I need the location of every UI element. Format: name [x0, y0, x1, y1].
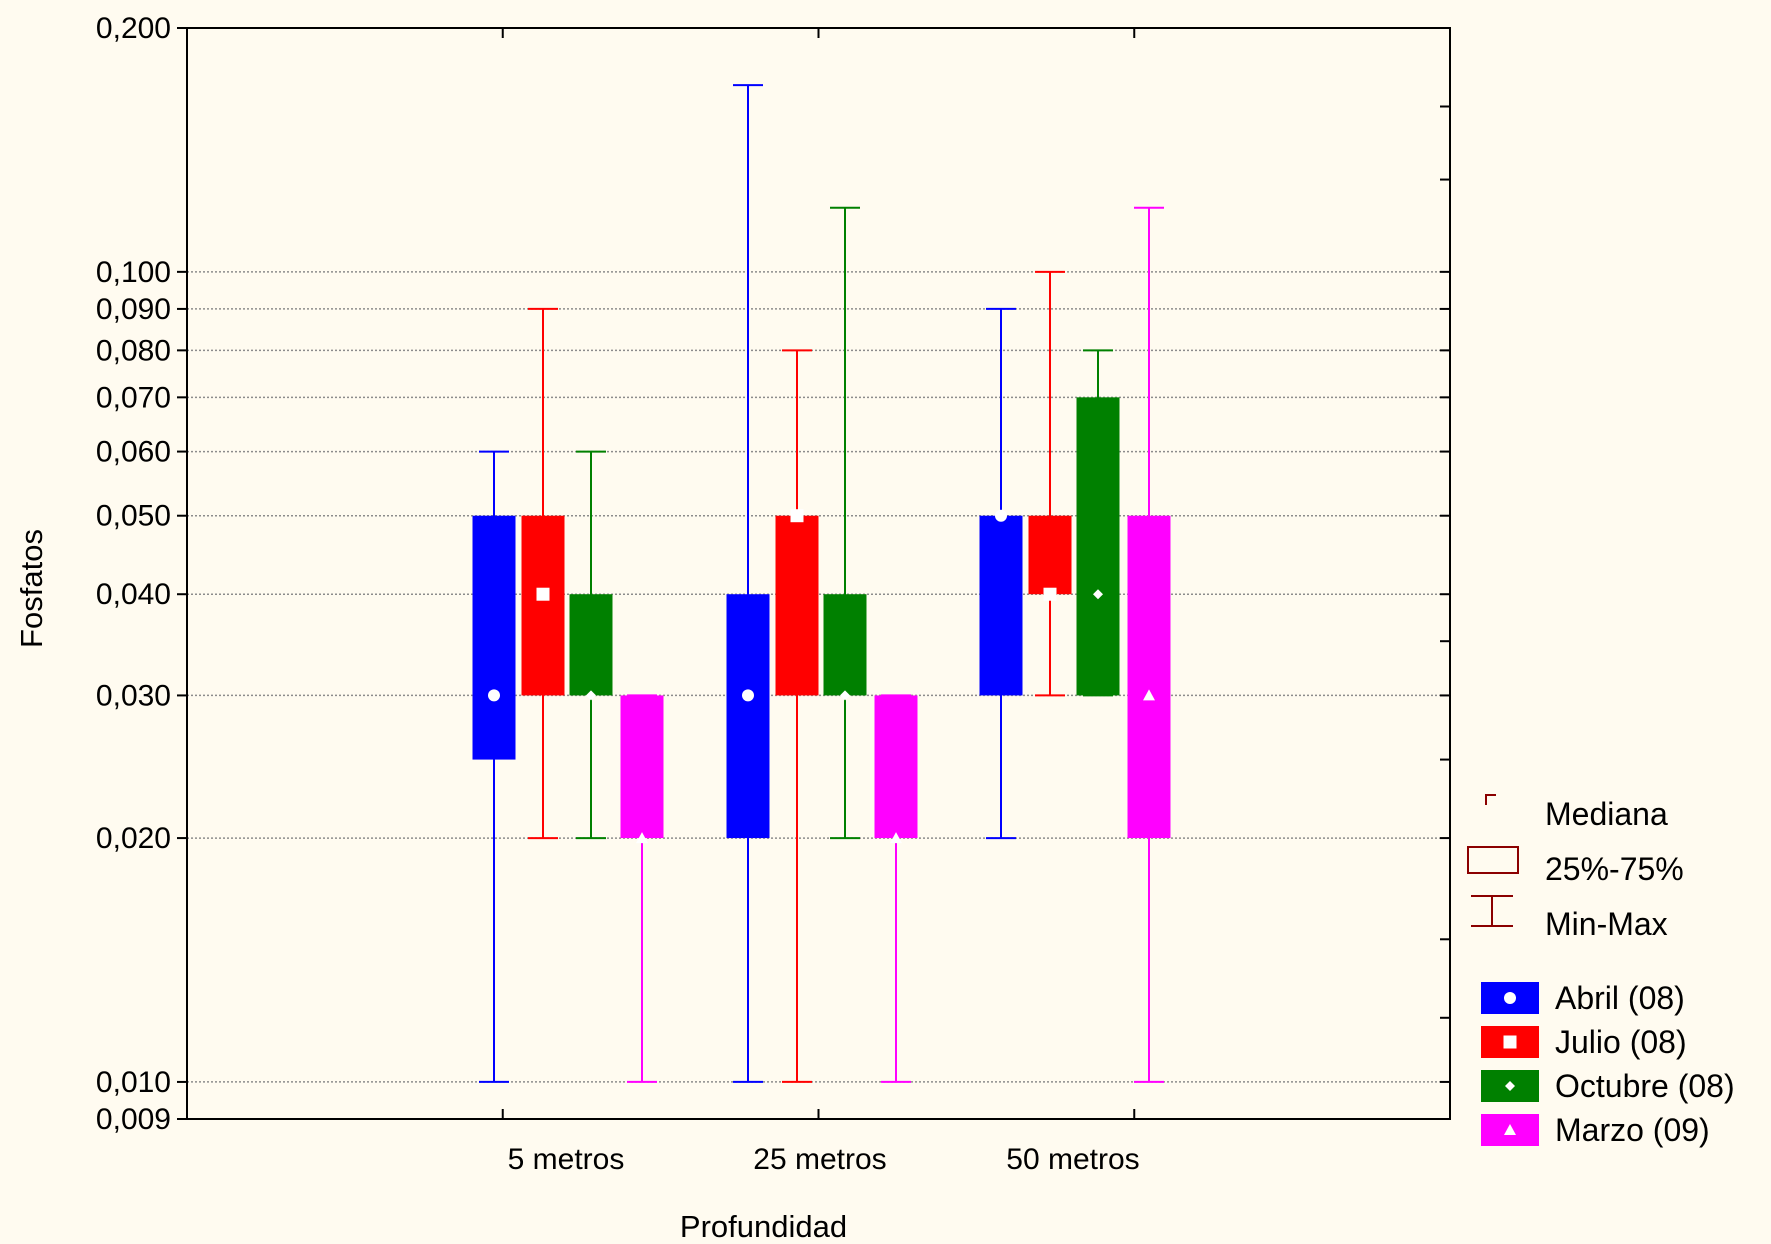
box-0-2	[979, 307, 1023, 840]
median-marker	[1505, 1081, 1515, 1091]
legend-stats: Mediana 25%-75% Min-Max	[1467, 794, 1684, 942]
median-marker	[586, 690, 596, 701]
y-tick-label: 0,100	[96, 256, 171, 289]
legend-whisker-label: Min-Max	[1545, 906, 1668, 942]
box-iqr	[1028, 515, 1072, 595]
y-tick-label: 0,200	[96, 12, 171, 45]
gridlines	[187, 271, 1450, 1083]
box-iqr	[1127, 515, 1171, 839]
box-iqr	[569, 594, 613, 696]
x-tick-label: 5 metros	[508, 1143, 625, 1176]
box-2-1	[823, 206, 867, 840]
y-tick-label: 0,080	[96, 334, 171, 367]
box-iqr	[874, 695, 918, 839]
box-1-1	[775, 349, 819, 1083]
box-plot-series	[472, 84, 1171, 1083]
legend-median-label: Mediana	[1545, 796, 1668, 832]
median-marker	[742, 689, 754, 702]
median-marker	[1504, 992, 1516, 1004]
median-marker	[1503, 1035, 1517, 1049]
box-iqr	[823, 594, 867, 696]
axis-ticks: 0,009 0,010 0,020 0,030 0,040 0,050 0,060 0,070…	[96, 12, 1450, 1176]
median-marker	[890, 832, 902, 844]
box-iqr	[979, 515, 1023, 696]
box-1-0	[521, 307, 565, 840]
box-3-0	[620, 694, 664, 1083]
x-axis-title: Profundidad	[680, 1209, 847, 1244]
box-3-1	[874, 694, 918, 1083]
median-marker	[1093, 589, 1103, 600]
y-tick-label: 0,090	[96, 293, 171, 326]
x-tick-label: 50 metros	[1006, 1143, 1139, 1176]
box-1-2	[1028, 270, 1072, 697]
legend-whisker-icon	[1471, 895, 1513, 927]
legend-box-label: 25%-75%	[1545, 851, 1684, 887]
median-marker	[636, 832, 648, 844]
legend-item-0: Abril (08)	[1481, 980, 1685, 1016]
box-2-2	[1076, 349, 1120, 697]
box-0-0	[472, 450, 516, 1083]
median-marker	[536, 587, 550, 601]
y-axis-title: Fosfatos	[14, 529, 49, 648]
legend-item-1: Julio (08)	[1481, 1024, 1687, 1060]
y-tick-label: 0,010	[96, 1066, 171, 1099]
box-iqr	[775, 515, 819, 696]
y-tick-label: 0,060	[96, 436, 171, 469]
legend-median-icon	[1485, 794, 1496, 805]
legend-label: Marzo (09)	[1555, 1112, 1710, 1148]
median-marker	[1043, 587, 1057, 601]
median-marker	[995, 509, 1007, 522]
y-tick-label: 0,070	[96, 381, 171, 414]
box-0-1	[726, 84, 770, 1083]
legend-item-3: Marzo (09)	[1481, 1112, 1710, 1148]
box-iqr	[1076, 397, 1120, 696]
median-marker	[790, 509, 804, 523]
box-iqr	[521, 515, 565, 696]
legend-label: Julio (08)	[1555, 1024, 1687, 1060]
y-tick-label: 0,040	[96, 578, 171, 611]
y-tick-label: 0,030	[96, 679, 171, 712]
box-3-2	[1127, 206, 1171, 1083]
legend-label: Octubre (08)	[1555, 1068, 1735, 1104]
legend-series: Abril (08) Julio (08) Octubre (08) Marzo (0…	[1481, 980, 1735, 1148]
y-tick-label: 0,050	[96, 500, 171, 533]
box-iqr	[726, 594, 770, 839]
y-tick-label: 0,020	[96, 822, 171, 855]
legend-item-2: Octubre (08)	[1481, 1068, 1735, 1104]
box-2-0	[569, 450, 613, 840]
median-marker	[1143, 689, 1155, 701]
median-marker	[488, 689, 500, 702]
y-tick-label: 0,009	[96, 1103, 171, 1136]
box-iqr	[472, 515, 516, 760]
x-tick-label: 25 metros	[753, 1143, 886, 1176]
legend-label: Abril (08)	[1555, 980, 1685, 1016]
median-marker	[1504, 1124, 1516, 1135]
legend-box-icon	[1467, 846, 1519, 874]
median-marker	[840, 690, 850, 701]
box-iqr	[620, 695, 664, 839]
